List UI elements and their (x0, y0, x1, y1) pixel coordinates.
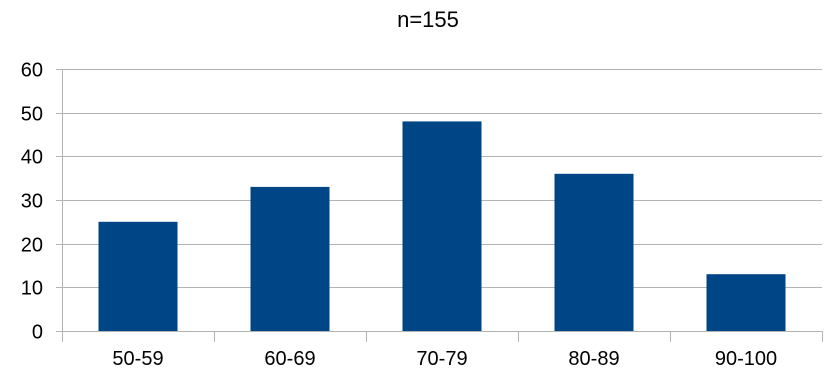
y-tick-label: 60 (21, 60, 43, 82)
bar-80-89 (554, 173, 634, 331)
x-tick-label: 80-89 (568, 348, 619, 370)
y-tick-label: 30 (21, 191, 43, 213)
y-tick-label: 0 (32, 322, 43, 344)
x-tick-label: 60-69 (264, 348, 315, 370)
y-tick-label: 40 (21, 147, 43, 169)
x-tick-label: 90-100 (715, 348, 777, 370)
x-tick-label: 50-59 (112, 348, 163, 370)
y-tick-label: 50 (21, 104, 43, 126)
bar-90-100 (706, 274, 786, 331)
bar-70-79 (402, 121, 482, 332)
y-tick-label: 10 (21, 278, 43, 300)
chart-title: n=155 (397, 7, 459, 32)
bar-50-59 (98, 221, 178, 331)
bars (98, 121, 786, 332)
axes (56, 69, 823, 342)
y-axis-tick-labels: 0 10 20 30 40 50 60 (21, 60, 43, 344)
y-tick-label: 20 (21, 235, 43, 257)
x-tick-label: 70-79 (416, 348, 467, 370)
bar-60-69 (250, 186, 330, 331)
x-axis-tick-labels: 50-59 60-69 70-79 80-89 90-100 (112, 348, 777, 370)
